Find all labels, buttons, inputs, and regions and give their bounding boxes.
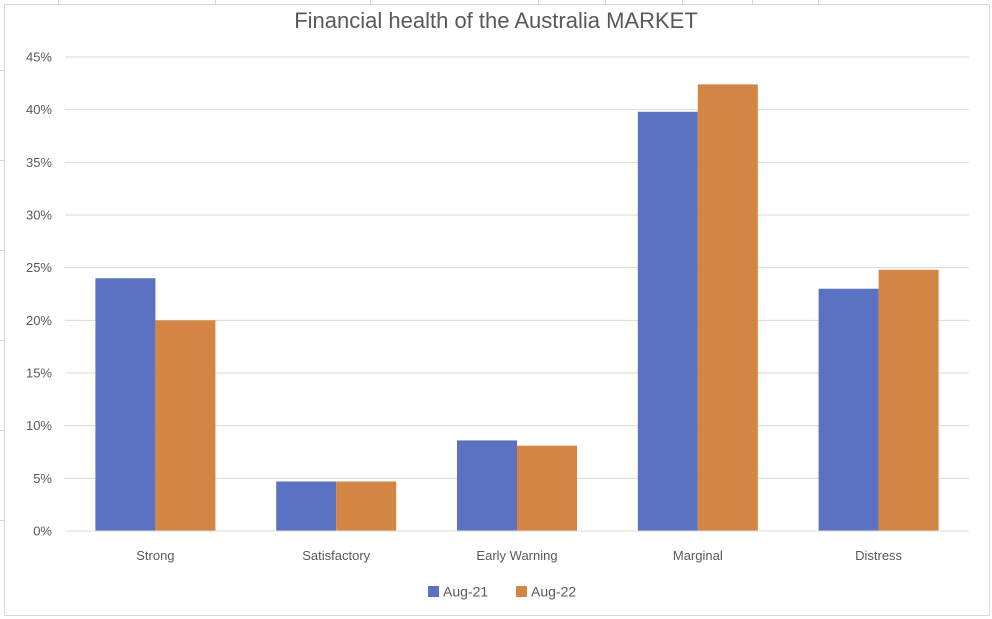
sheet-gridline [0, 340, 5, 341]
x-tick-label: Distress [855, 548, 902, 563]
legend-swatch [516, 586, 527, 597]
x-tick-label: Marginal [673, 548, 723, 563]
x-tick-label: Strong [136, 548, 174, 563]
bar-aug-22[interactable]: Marginal · Aug-22: 42.4% [697, 84, 758, 532]
y-tick-label: 25% [26, 260, 52, 275]
bars: Strong · Aug-21: 24%Strong · Aug-22: 20%… [95, 84, 939, 532]
gridlines [65, 56, 969, 479]
sheet-gridline [0, 430, 5, 431]
bar-aug-22[interactable]: Early Warning · Aug-22: 8.1% [517, 445, 577, 531]
y-tick-label: 10% [26, 418, 52, 433]
bar-aug-22[interactable]: Satisfactory · Aug-22: 4.7% [336, 481, 397, 531]
legend[interactable]: Aug-21 Aug-22 [428, 584, 576, 600]
y-tick-label: 15% [26, 366, 52, 381]
y-tick-label: 30% [26, 208, 52, 223]
bar-aug-21[interactable]: Distress · Aug-21: 23% [818, 288, 879, 531]
y-tick-label: 20% [26, 313, 52, 328]
bar-aug-21[interactable]: Marginal · Aug-21: 39.8% [637, 111, 698, 532]
bar-aug-22[interactable]: Strong · Aug-22: 20% [155, 320, 216, 531]
legend-label: Aug-22 [531, 584, 576, 600]
y-tick-label: 35% [26, 155, 52, 170]
bar-aug-21[interactable]: Satisfactory · Aug-21: 4.7% [276, 481, 337, 531]
legend-swatch [428, 586, 439, 597]
bar-aug-21[interactable]: Strong · Aug-21: 24% [95, 278, 156, 531]
x-tick-label: Satisfactory [302, 548, 370, 563]
bar-aug-21[interactable]: Early Warning · Aug-21: 8.6% [457, 440, 517, 531]
x-tick-label: Early Warning [476, 548, 557, 563]
chart-title: Financial health of the Australia MARKET [294, 8, 698, 33]
y-tick-label: 40% [26, 102, 52, 117]
y-tick-label: 45% [26, 50, 52, 65]
sheet-gridline [0, 250, 5, 251]
y-tick-label: 0% [33, 524, 52, 539]
y-tick-label: 5% [33, 471, 52, 486]
y-axis-tick-labels: 0% 5% 10% 15% 20% 25% 30% 35% 40% 45% [26, 50, 52, 539]
sheet-gridline [0, 70, 5, 71]
sheet-gridline [0, 160, 5, 161]
legend-label: Aug-21 [443, 584, 488, 600]
sheet-gridline [0, 520, 5, 521]
x-axis-tick-labels: Strong Satisfactory Early Warning Marginal D… [136, 548, 902, 563]
bar-aug-22[interactable]: Distress · Aug-22: 24.8% [878, 269, 939, 531]
